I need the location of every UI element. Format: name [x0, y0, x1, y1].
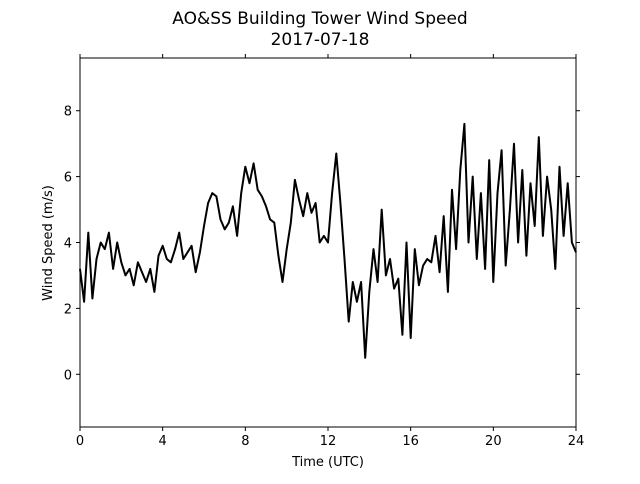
chart-subtitle: 2017-07-18 [271, 30, 370, 50]
x-tick-label: 16 [402, 434, 419, 449]
y-tick-label: 6 [64, 171, 72, 186]
y-axis-label: Wind Speed (m/s) [41, 185, 56, 301]
x-tick-label: 4 [159, 434, 167, 449]
x-axis-label: Time (UTC) [291, 455, 364, 470]
x-tick-label: 24 [568, 434, 585, 449]
y-tick-label: 4 [64, 237, 72, 252]
x-tick-label: 8 [241, 434, 249, 449]
x-tick-label: 0 [76, 434, 84, 449]
chart-title: AO&SS Building Tower Wind Speed [172, 9, 467, 29]
y-tick-label: 0 [64, 368, 72, 383]
y-tick-label: 2 [64, 302, 72, 317]
y-tick-label: 8 [64, 105, 72, 120]
data-line [79, 122, 577, 359]
x-tick-label: 20 [485, 434, 502, 449]
x-tick-label: 12 [320, 434, 337, 449]
